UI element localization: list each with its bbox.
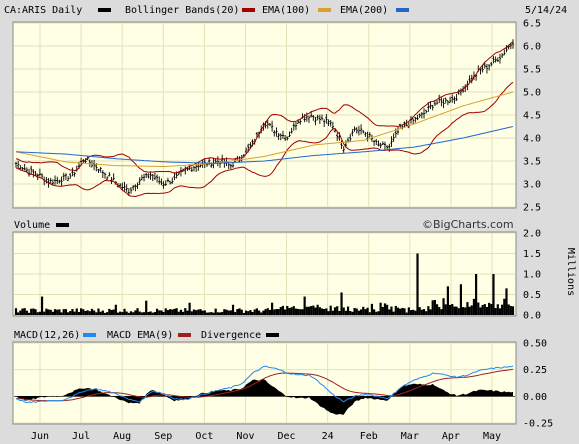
volume-y-axis: 0.0 0.5 1.0 1.5 2.0 <box>523 229 541 322</box>
bigcharts-watermark: ©BigCharts.com <box>422 218 514 231</box>
y-tick-label: 1.0 <box>523 270 541 281</box>
x-tick-label: Oct <box>195 431 213 442</box>
legend-ema100-label: EMA(100) <box>262 5 310 16</box>
price-y-axis: 2.5 3.0 3.5 4.0 4.5 5.0 5.5 6.0 6.5 <box>523 19 541 214</box>
y-tick-label: 2.5 <box>523 203 541 214</box>
macd-ema-legend-swatch <box>178 333 191 337</box>
x-tick-label: Nov <box>236 431 254 442</box>
macd-legend-swatch <box>83 333 96 337</box>
divergence-histogram <box>16 379 513 415</box>
macd-grid <box>14 342 515 424</box>
y-tick-label: 0.0 <box>523 311 541 322</box>
x-tick-label: Aug <box>113 431 131 442</box>
price-legend-swatch <box>98 8 111 12</box>
x-tick-label: 24 <box>322 431 334 442</box>
macd-line <box>15 365 514 404</box>
x-tick-label: May <box>483 431 501 442</box>
y-tick-label: 5.5 <box>523 65 541 76</box>
legend-ema200-label: EMA(200) <box>340 5 388 16</box>
y-tick-label: 3.0 <box>523 180 541 191</box>
ema100-line <box>15 91 514 167</box>
y-tick-label: 0.50 <box>523 339 547 350</box>
x-tick-label: Sep <box>154 431 172 442</box>
macd-divergence-label: Divergence <box>201 330 261 341</box>
y-tick-label: 5.0 <box>523 88 541 99</box>
x-axis: Jun Jul Aug Sep Oct Nov Dec 24 Feb Mar Apr May <box>31 431 501 442</box>
y-tick-label: 6.5 <box>523 19 541 30</box>
y-tick-label: 6.0 <box>523 42 541 53</box>
y-tick-label: -0.25 <box>523 419 553 430</box>
x-tick-label: Feb <box>360 431 378 442</box>
macd-y-axis: -0.25 0.00 0.25 0.50 <box>523 339 553 430</box>
volume-panel: Volume ©BigCharts.com 0.0 0.5 1.0 1.5 2.0 Mi… <box>12 218 576 322</box>
volume-bars <box>14 253 515 315</box>
ema200-line <box>15 126 514 164</box>
y-tick-label: 1.5 <box>523 249 541 260</box>
x-tick-label: Dec <box>278 431 296 442</box>
x-tick-label: Apr <box>442 431 460 442</box>
macd-ema-line <box>15 368 514 402</box>
bollinger-upper-line <box>15 41 514 174</box>
y-tick-label: 4.0 <box>523 134 541 145</box>
legend-bollinger-label: Bollinger Bands(20) <box>125 5 239 16</box>
y-tick-label: 2.0 <box>523 229 541 240</box>
y-tick-label: 4.5 <box>523 111 541 122</box>
x-tick-label: Mar <box>401 431 419 442</box>
volume-title: Volume <box>14 220 50 231</box>
macd-ema-label: MACD EMA(9) <box>107 330 173 341</box>
x-tick-label: Jun <box>31 431 49 442</box>
price-bars <box>14 39 515 196</box>
chart-symbol-title: CA:ARIS Daily <box>4 5 82 16</box>
x-tick-label: Jul <box>72 431 90 442</box>
chart-date: 5/14/24 <box>525 5 567 16</box>
legend-ema100-swatch <box>318 8 331 12</box>
price-panel: 2.5 3.0 3.5 4.0 4.5 5.0 5.5 6.0 6.5 <box>12 19 541 214</box>
volume-unit-label: Millions <box>565 248 576 296</box>
y-tick-label: 0.25 <box>523 365 547 376</box>
divergence-legend-swatch <box>266 333 279 337</box>
y-tick-label: 0.5 <box>523 290 541 301</box>
volume-legend-swatch <box>56 223 69 227</box>
legend-bollinger-swatch <box>242 8 255 12</box>
macd-title: MACD(12,26) <box>14 330 80 341</box>
legend-ema200-swatch <box>396 8 409 12</box>
macd-panel: MACD(12,26) MACD EMA(9) Divergence -0.25… <box>12 330 553 430</box>
bollinger-lower-line <box>15 81 514 198</box>
y-tick-label: 0.00 <box>523 392 547 403</box>
y-tick-label: 3.5 <box>523 157 541 168</box>
